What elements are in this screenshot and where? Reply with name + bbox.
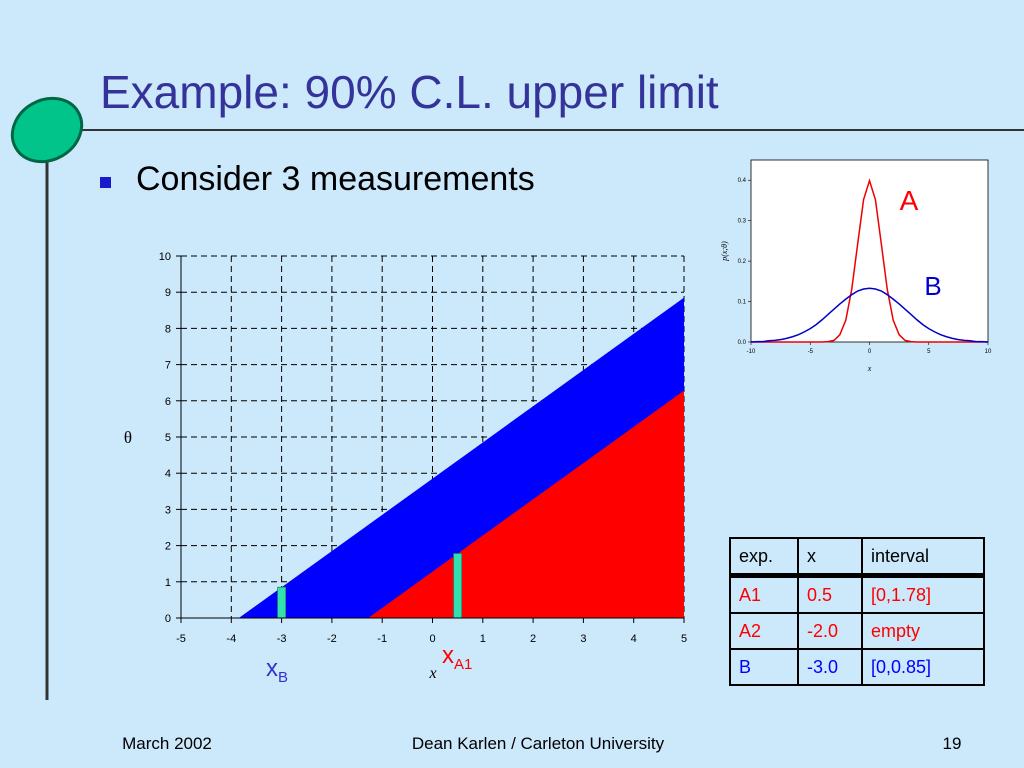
pdf-curve bbox=[751, 178, 988, 343]
x-axis-label: x bbox=[867, 364, 872, 373]
x-axis-label: x bbox=[428, 665, 436, 682]
footer-center: Dean Karlen / Carleton University bbox=[412, 734, 665, 753]
pdf-curve bbox=[750, 287, 989, 343]
table-cell: -2.0 bbox=[797, 612, 863, 650]
x-tick-label: 10 bbox=[985, 349, 992, 355]
table-cell: [0,0.85] bbox=[861, 648, 985, 686]
table-cell: A1 bbox=[729, 574, 799, 614]
x-tick-label: -1 bbox=[377, 633, 387, 645]
y-tick-label: 1 bbox=[165, 577, 171, 589]
y-tick-label: 9 bbox=[165, 287, 171, 299]
header-cell: x bbox=[797, 537, 863, 578]
x-tick-label: 4 bbox=[631, 633, 637, 645]
y-tick-label: 2 bbox=[165, 541, 171, 553]
footer-left: March 2002 bbox=[122, 734, 212, 753]
y-axis-label: p(x;θ) bbox=[720, 241, 729, 262]
y-tick-label: 5 bbox=[165, 432, 171, 444]
x-tick-label: 0 bbox=[868, 349, 872, 355]
y-tick-label: 0.3 bbox=[738, 219, 747, 225]
table-cell: empty bbox=[861, 612, 985, 650]
annotation: B bbox=[924, 271, 941, 301]
annotation: A bbox=[900, 185, 919, 216]
y-tick-label: 6 bbox=[165, 396, 171, 408]
table-cell: B bbox=[729, 648, 799, 686]
x-tick-label: -3 bbox=[277, 633, 287, 645]
y-tick-label: 7 bbox=[165, 360, 171, 372]
x-tick-label: 0 bbox=[429, 633, 435, 645]
annotation: xB bbox=[266, 655, 288, 686]
x-tick-label: 2 bbox=[530, 633, 536, 645]
x-tick-label: -4 bbox=[226, 633, 236, 645]
y-tick-label: 0.2 bbox=[738, 259, 747, 265]
table-row: A1 0.5 [0,1.78] bbox=[729, 574, 985, 614]
annotation-main: x bbox=[442, 642, 454, 669]
table-cell: [0,1.78] bbox=[861, 574, 985, 614]
results-table: exp. x interval A1 0.5 [0,1.78] A2 -2.0 empty B -3… bbox=[729, 537, 985, 686]
band-area bbox=[368, 390, 684, 618]
bullet-marker bbox=[100, 177, 111, 188]
table-row: A2 -2.0 empty bbox=[729, 612, 985, 650]
x-tick-label: 5 bbox=[681, 633, 687, 645]
plot-frame bbox=[750, 159, 989, 343]
header-cell: exp. bbox=[729, 537, 799, 578]
deco-ellipse bbox=[10, 96, 84, 164]
table-cell: A2 bbox=[729, 612, 799, 650]
annotation-sub: B bbox=[278, 669, 288, 686]
annotation-main: x bbox=[266, 655, 278, 682]
x-tick-label: -2 bbox=[327, 633, 337, 645]
x-tick-label: -5 bbox=[808, 349, 814, 355]
header-cell: interval bbox=[861, 537, 985, 578]
y-tick-label: 0.0 bbox=[738, 340, 747, 346]
footer-right: 19 bbox=[943, 734, 962, 753]
table-header-row: exp. x interval bbox=[729, 537, 985, 578]
y-axis-label: θ bbox=[124, 428, 132, 447]
annotation: xA1 bbox=[442, 642, 472, 673]
x-tick-label: 1 bbox=[480, 633, 486, 645]
table-cell: -3.0 bbox=[797, 648, 863, 686]
bullet-text: Consider 3 measurements bbox=[136, 160, 535, 198]
table-cell: 0.5 bbox=[797, 574, 863, 614]
y-tick-label: 8 bbox=[165, 323, 171, 335]
y-tick-label: 3 bbox=[165, 504, 171, 516]
y-tick-label: 0 bbox=[165, 613, 171, 625]
interval-bar bbox=[277, 586, 287, 619]
y-tick-label: 4 bbox=[165, 468, 171, 480]
y-tick-label: 0.4 bbox=[738, 178, 747, 184]
x-tick-label: -10 bbox=[747, 349, 756, 355]
interval-bar bbox=[453, 553, 463, 619]
x-tick-label: 5 bbox=[927, 349, 931, 355]
y-tick-label: 10 bbox=[159, 251, 171, 263]
x-tick-label: -5 bbox=[176, 633, 186, 645]
slide-title: Example: 90% C.L. upper limit bbox=[100, 66, 719, 118]
annotation-sub: A1 bbox=[454, 656, 472, 673]
x-tick-label: 3 bbox=[580, 633, 586, 645]
y-tick-label: 0.1 bbox=[738, 300, 747, 306]
table-row: B -3.0 [0,0.85] bbox=[729, 648, 985, 686]
